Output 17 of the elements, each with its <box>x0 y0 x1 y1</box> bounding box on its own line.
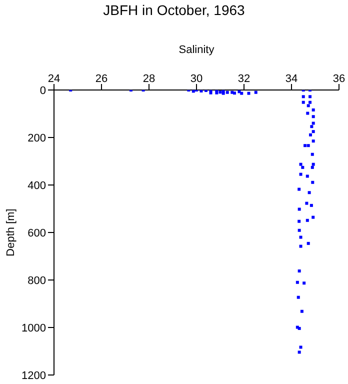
x-tick-label: 24 <box>48 73 60 85</box>
y-tick-label: 600 <box>28 227 46 240</box>
x-tick-label: 28 <box>142 73 156 85</box>
y-tick-label: 200 <box>28 132 46 144</box>
y-tick-label: 400 <box>28 180 46 192</box>
x-tick-label: 30 <box>190 73 203 85</box>
x-tick-label: 26 <box>95 73 108 85</box>
x-tick-label: 34 <box>285 73 298 85</box>
y-axis-title: Depth [m] <box>4 208 17 256</box>
x-tick-label: 36 <box>332 73 346 85</box>
y-tick-label: 1200 <box>22 370 46 382</box>
x-tick-label: 32 <box>238 73 250 85</box>
y-tick-label: 0 <box>40 84 46 97</box>
chart-title: JBFH in October, 1963 <box>102 2 246 18</box>
x-axis-title: Salinity <box>178 44 215 56</box>
y-tick-label: 800 <box>28 274 46 287</box>
y-tick-label: 1000 <box>22 322 46 334</box>
